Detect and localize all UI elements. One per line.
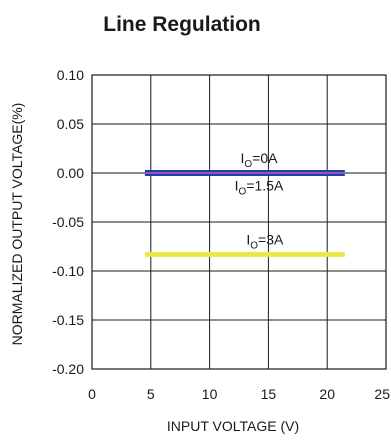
- x-tick-label: 0: [88, 386, 96, 402]
- y-tick-label: 0.05: [57, 116, 84, 132]
- y-tick-label: -0.05: [52, 214, 84, 230]
- x-tick-label: 20: [319, 386, 335, 402]
- chart-title: Line Regulation: [103, 13, 261, 36]
- series-label: IO=0A: [240, 150, 278, 170]
- y-tick-label: 0.00: [57, 165, 84, 181]
- y-tick-labels: 0.10 0.05 0.00 -0.05 -0.10 -0.15 -0.20: [52, 67, 84, 377]
- x-tick-label: 10: [202, 386, 218, 402]
- series-annotations: IO=0A IO=1.5A IO=3A: [235, 150, 284, 251]
- series-group: [144, 170, 345, 257]
- y-tick-label: -0.20: [52, 361, 84, 377]
- plot-frame: [91, 74, 387, 370]
- y-tick-label: -0.15: [52, 312, 84, 328]
- x-axis-title: INPUT VOLTAGE (V): [167, 418, 299, 434]
- x-tick-label: 25: [374, 386, 390, 402]
- x-tick-label: 5: [147, 386, 155, 402]
- y-tick-label: -0.10: [52, 263, 84, 279]
- y-tick-label: 0.10: [57, 67, 84, 83]
- series-label: IO=1.5A: [235, 178, 284, 198]
- x-tick-label: 15: [261, 386, 277, 402]
- series-label: IO=3A: [246, 232, 284, 252]
- grid: [91, 74, 387, 370]
- y-axis-title: NORMALIZED OUTPUT VOLTAGE(%): [9, 103, 25, 346]
- x-tick-labels: 0 5 10 15 20 25: [88, 386, 390, 402]
